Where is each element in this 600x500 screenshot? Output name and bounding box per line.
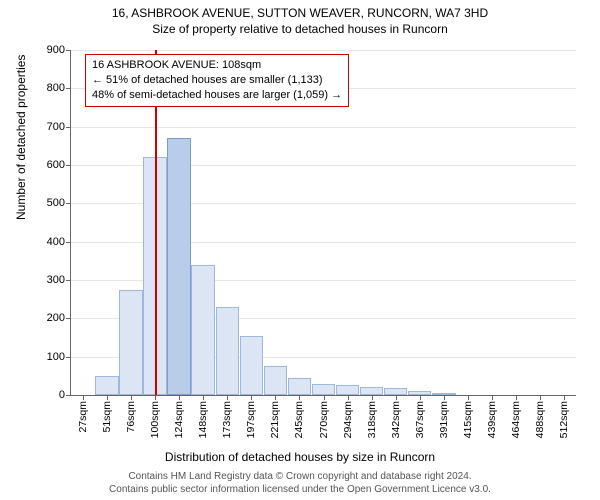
histogram-bar bbox=[288, 378, 312, 395]
y-tick-mark bbox=[66, 50, 71, 51]
histogram-bar bbox=[336, 385, 360, 395]
y-tick-label: 0 bbox=[59, 389, 65, 401]
x-tick-mark bbox=[251, 395, 252, 400]
info-box: 16 ASHBROOK AVENUE: 108sqm ← 51% of deta… bbox=[85, 54, 349, 107]
x-tick-label: 415sqm bbox=[462, 401, 474, 438]
y-tick-label: 300 bbox=[47, 274, 65, 286]
footer-line-1: Contains HM Land Registry data © Crown c… bbox=[0, 470, 600, 483]
x-tick-label: 221sqm bbox=[269, 401, 281, 438]
x-tick-label: 367sqm bbox=[414, 401, 426, 438]
info-line-1: 16 ASHBROOK AVENUE: 108sqm bbox=[92, 58, 342, 73]
x-tick-mark bbox=[540, 395, 541, 400]
grid-line bbox=[71, 50, 576, 51]
x-tick-mark bbox=[396, 395, 397, 400]
x-tick-mark bbox=[516, 395, 517, 400]
footer-line-2: Contains public sector information licen… bbox=[0, 483, 600, 496]
x-tick-mark bbox=[564, 395, 565, 400]
x-tick-label: 51sqm bbox=[101, 401, 113, 433]
y-tick-mark bbox=[66, 127, 71, 128]
histogram-bar bbox=[264, 366, 288, 395]
y-axis-label: Number of detached properties bbox=[14, 55, 28, 220]
x-tick-label: 245sqm bbox=[293, 401, 305, 438]
x-tick-label: 197sqm bbox=[245, 401, 257, 438]
y-tick-mark bbox=[66, 357, 71, 358]
x-tick-label: 512sqm bbox=[558, 401, 570, 438]
histogram-bar bbox=[360, 387, 384, 395]
x-tick-mark bbox=[444, 395, 445, 400]
footer: Contains HM Land Registry data © Crown c… bbox=[0, 470, 600, 496]
x-tick-label: 270sqm bbox=[318, 401, 330, 438]
x-tick-mark bbox=[179, 395, 180, 400]
histogram-bar bbox=[216, 307, 240, 395]
x-tick-mark bbox=[348, 395, 349, 400]
x-tick-label: 464sqm bbox=[510, 401, 522, 438]
y-tick-mark bbox=[66, 395, 71, 396]
chart-title: 16, ASHBROOK AVENUE, SUTTON WEAVER, RUNC… bbox=[0, 0, 600, 20]
chart-subtitle: Size of property relative to detached ho… bbox=[0, 20, 600, 36]
x-tick-label: 100sqm bbox=[149, 401, 161, 438]
x-tick-label: 27sqm bbox=[77, 401, 89, 433]
y-tick-mark bbox=[66, 242, 71, 243]
histogram-bar bbox=[191, 265, 215, 395]
histogram-bar bbox=[384, 388, 408, 395]
x-tick-mark bbox=[492, 395, 493, 400]
info-line-3: 48% of semi-detached houses are larger (… bbox=[92, 88, 342, 103]
x-tick-label: 76sqm bbox=[125, 401, 137, 433]
y-tick-label: 600 bbox=[47, 159, 65, 171]
x-tick-mark bbox=[420, 395, 421, 400]
x-axis-label: Distribution of detached houses by size … bbox=[0, 450, 600, 464]
y-tick-label: 200 bbox=[47, 312, 65, 324]
histogram-bar bbox=[119, 290, 143, 395]
x-tick-mark bbox=[275, 395, 276, 400]
y-tick-mark bbox=[66, 280, 71, 281]
histogram-bar bbox=[312, 384, 336, 396]
x-tick-label: 439sqm bbox=[486, 401, 498, 438]
x-tick-label: 173sqm bbox=[221, 401, 233, 438]
x-tick-mark bbox=[107, 395, 108, 400]
x-tick-mark bbox=[131, 395, 132, 400]
y-tick-label: 400 bbox=[47, 236, 65, 248]
x-tick-label: 318sqm bbox=[366, 401, 378, 438]
x-tick-label: 391sqm bbox=[438, 401, 450, 438]
y-tick-mark bbox=[66, 88, 71, 89]
y-tick-label: 900 bbox=[47, 44, 65, 56]
y-tick-mark bbox=[66, 165, 71, 166]
x-tick-label: 124sqm bbox=[173, 401, 185, 438]
x-tick-label: 342sqm bbox=[390, 401, 402, 438]
x-tick-mark bbox=[155, 395, 156, 400]
x-tick-mark bbox=[299, 395, 300, 400]
x-tick-mark bbox=[324, 395, 325, 400]
x-tick-mark bbox=[372, 395, 373, 400]
y-tick-label: 800 bbox=[47, 82, 65, 94]
x-tick-label: 488sqm bbox=[534, 401, 546, 438]
chart-container: 16, ASHBROOK AVENUE, SUTTON WEAVER, RUNC… bbox=[0, 0, 600, 500]
x-tick-mark bbox=[83, 395, 84, 400]
y-tick-label: 500 bbox=[47, 197, 65, 209]
histogram-bar bbox=[240, 336, 264, 395]
info-line-2: ← 51% of detached houses are smaller (1,… bbox=[92, 73, 342, 88]
histogram-bar bbox=[95, 376, 119, 395]
y-tick-label: 700 bbox=[47, 121, 65, 133]
plot-area: 010020030040050060070080090027sqm51sqm76… bbox=[70, 50, 576, 396]
y-tick-label: 100 bbox=[47, 351, 65, 363]
grid-line bbox=[71, 127, 576, 128]
x-tick-label: 148sqm bbox=[197, 401, 209, 438]
y-tick-mark bbox=[66, 318, 71, 319]
histogram-bar bbox=[167, 138, 191, 395]
x-tick-mark bbox=[203, 395, 204, 400]
y-tick-mark bbox=[66, 203, 71, 204]
x-tick-mark bbox=[468, 395, 469, 400]
x-tick-mark bbox=[227, 395, 228, 400]
x-tick-label: 294sqm bbox=[342, 401, 354, 438]
